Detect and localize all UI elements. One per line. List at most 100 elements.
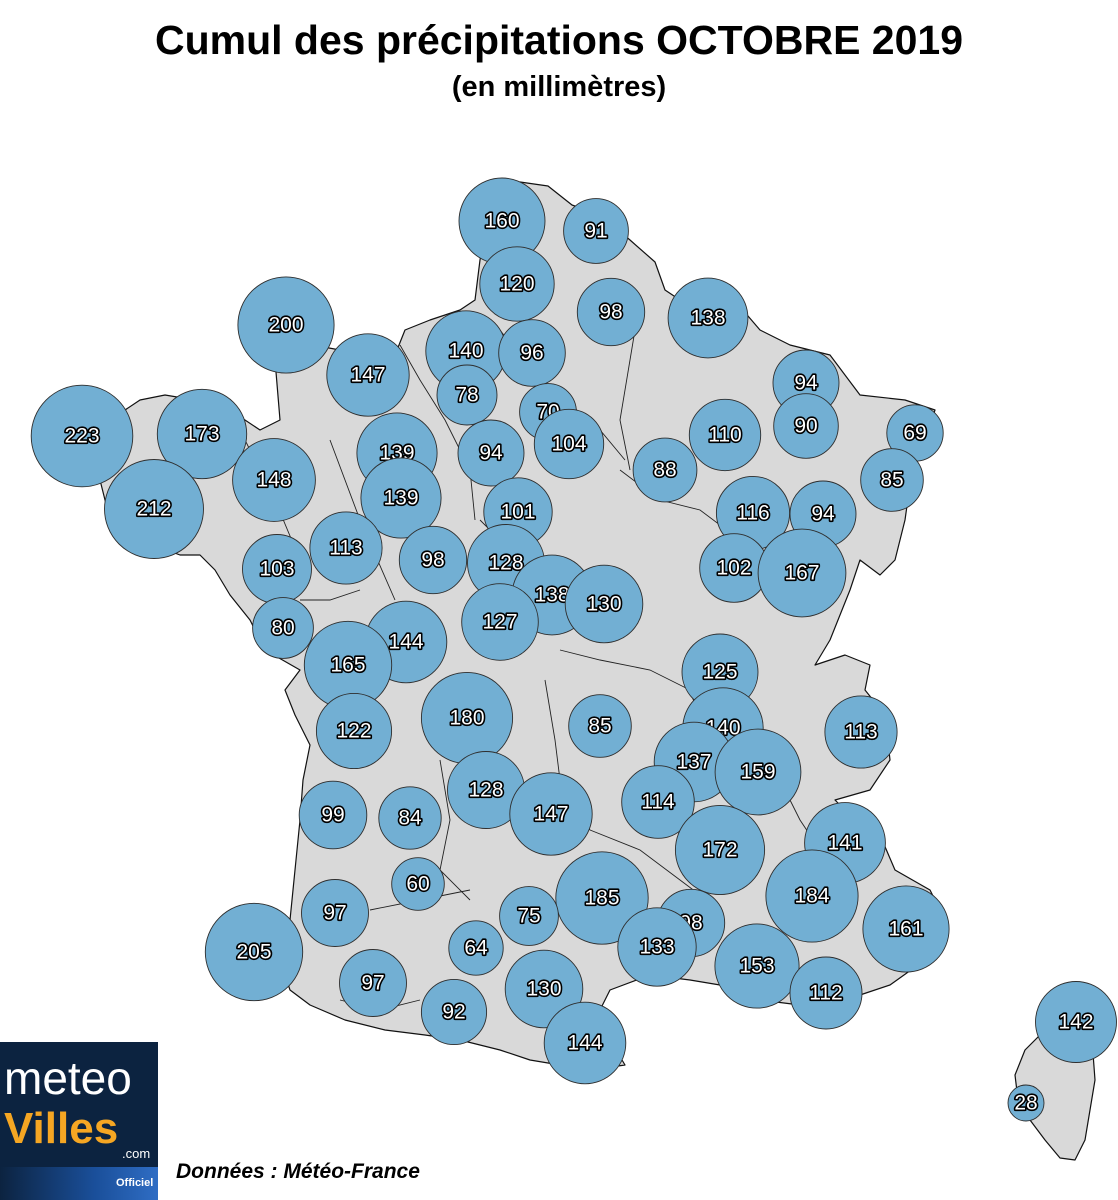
station-value-label: 127: [482, 611, 517, 634]
station-circle: [232, 438, 316, 522]
station-bubble: 102: [699, 533, 769, 603]
station-value-label: 101: [500, 501, 535, 524]
station-bubble: 96: [498, 319, 566, 387]
station-value-label: 60: [406, 873, 429, 896]
station-value-label: 90: [794, 415, 817, 438]
station-bubble: 184: [765, 849, 859, 943]
station-value-label: 185: [584, 887, 619, 910]
station-bubble: 180: [420, 671, 514, 765]
station-bubble: 60: [391, 857, 445, 911]
station-value-label: 99: [321, 804, 344, 827]
station-value-label: 140: [448, 340, 483, 363]
logo-text-villes: Villes: [4, 1104, 119, 1153]
station-bubble: 159: [714, 728, 802, 816]
station-value-label: 88: [653, 459, 676, 482]
station-circle: [667, 277, 749, 359]
station-value-label: 97: [323, 902, 346, 925]
station-circle: [326, 333, 410, 417]
station-value-label: 128: [468, 779, 503, 802]
station-bubble: 88: [632, 437, 698, 503]
station-value-label: 98: [421, 549, 444, 572]
station-bubble: 148: [232, 438, 316, 522]
station-bubble: 160: [458, 177, 546, 265]
station-value-label: 98: [599, 301, 622, 324]
station-circle: [398, 525, 468, 595]
station-value-label: 200: [268, 314, 303, 337]
station-circle: [509, 772, 593, 856]
station-value-label: 104: [551, 433, 586, 456]
station-bubble: 122: [315, 692, 393, 770]
station-bubble: 140: [425, 310, 507, 392]
station-bubble: 147: [509, 772, 593, 856]
station-value-label: 120: [499, 273, 534, 296]
station-bubble: 223: [30, 384, 134, 488]
logo-text-meteo: meteo: [4, 1052, 132, 1104]
station-circle: [617, 907, 697, 987]
station-bubble: 200: [237, 276, 335, 374]
station-value-label: 212: [136, 498, 171, 521]
map-title: Cumul des précipitations OCTOBRE 2019: [154, 17, 964, 63]
station-bubble: 172: [674, 804, 766, 896]
station-bubble: 161: [862, 885, 950, 973]
station-value-label: 165: [330, 654, 365, 677]
meteovilles-logo: meteo Villes .com Officiel: [0, 1042, 158, 1200]
station-value-label: 94: [811, 503, 835, 526]
station-value-label: 133: [639, 936, 674, 959]
station-bubble: 98: [398, 525, 468, 595]
station-circle: [674, 804, 766, 896]
station-value-label: 138: [690, 307, 725, 330]
station-value-label: 69: [903, 422, 926, 445]
station-value-label: 130: [586, 593, 621, 616]
station-circle: [1007, 1084, 1045, 1122]
station-circle: [156, 388, 248, 480]
station-circle: [563, 198, 629, 264]
station-bubble: 205: [204, 902, 304, 1002]
station-bubble: 113: [309, 511, 383, 585]
station-value-label: 153: [739, 955, 774, 978]
station-circle: [420, 978, 488, 1046]
station-value-label: 184: [794, 885, 829, 908]
station-value-label: 94: [479, 442, 503, 465]
station-circle: [301, 879, 369, 947]
station-value-label: 96: [520, 342, 543, 365]
station-bubble: 69: [886, 404, 944, 462]
station-bubble: 139: [360, 457, 442, 539]
station-value-label: 148: [256, 469, 291, 492]
station-circle: [339, 949, 407, 1017]
station-bubble: 104: [533, 408, 605, 480]
station-value-label: 159: [740, 761, 775, 784]
station-bubble: 92: [420, 978, 488, 1046]
station-bubble: 85: [860, 448, 924, 512]
station-bubble: 144: [543, 1001, 627, 1085]
station-circle: [632, 437, 698, 503]
station-bubble: 212: [104, 459, 204, 559]
station-circle: [298, 780, 368, 850]
station-value-label: 130: [526, 978, 561, 1001]
station-circle: [360, 457, 442, 539]
station-value-label: 223: [64, 425, 99, 448]
station-value-label: 139: [383, 487, 418, 510]
station-value-label: 110: [708, 424, 741, 447]
station-bubble: 114: [621, 765, 695, 839]
station-value-label: 75: [517, 905, 540, 928]
station-bubble: 90: [773, 393, 839, 459]
station-bubble: 142: [1035, 981, 1117, 1063]
logo-text-com: .com: [122, 1146, 151, 1161]
station-value-label: 85: [588, 715, 611, 738]
station-circle: [309, 511, 383, 585]
station-value-label: 97: [361, 972, 384, 995]
station-bubble: 64: [448, 920, 504, 976]
station-circle: [860, 448, 924, 512]
station-value-label: 28: [1014, 1092, 1037, 1115]
station-value-label: 160: [484, 210, 519, 233]
station-circle: [315, 692, 393, 770]
station-bubble: 128: [447, 751, 525, 829]
station-circle: [479, 246, 555, 322]
station-circle: [564, 564, 644, 644]
station-value-label: 80: [271, 617, 294, 640]
station-value-label: 172: [702, 839, 737, 862]
station-bubble: 165: [303, 620, 393, 710]
map-subtitle: (en millimètres): [451, 71, 667, 103]
